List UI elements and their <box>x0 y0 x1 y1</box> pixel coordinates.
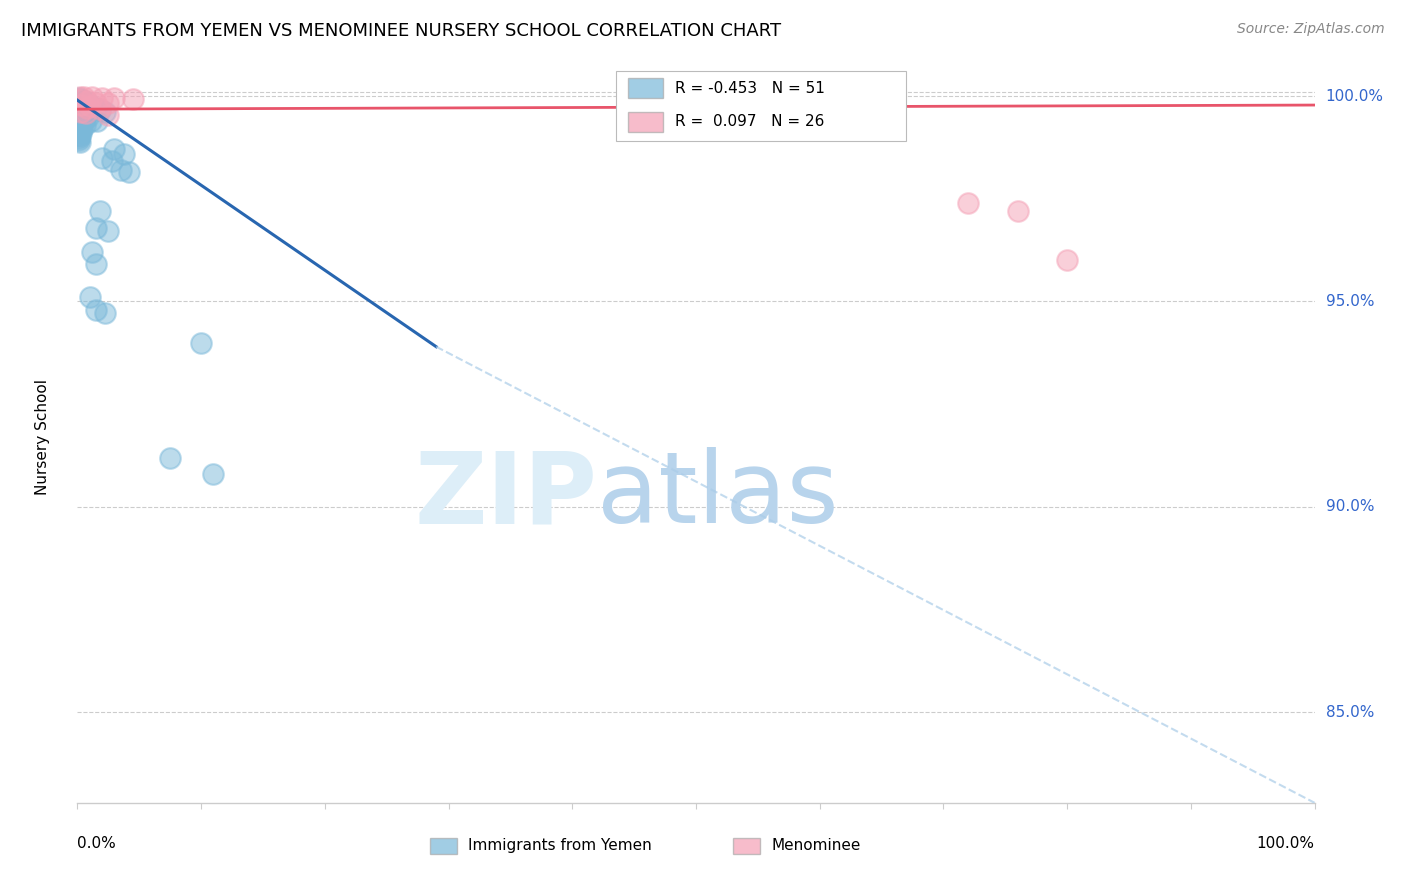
Point <box>112 146 135 161</box>
Point <box>72 101 94 115</box>
Point <box>834 96 856 111</box>
Point <box>75 106 97 120</box>
Point <box>67 120 90 134</box>
Point <box>69 129 91 144</box>
Point <box>70 107 93 121</box>
Point <box>86 114 108 128</box>
Point <box>67 106 90 120</box>
Text: atlas: atlas <box>598 447 838 544</box>
Point <box>84 95 107 110</box>
Point <box>97 108 120 122</box>
FancyBboxPatch shape <box>628 78 662 98</box>
Point <box>67 133 90 147</box>
Point <box>69 112 91 126</box>
Point <box>76 101 98 115</box>
Text: Source: ZipAtlas.com: Source: ZipAtlas.com <box>1237 22 1385 37</box>
Point <box>103 143 125 157</box>
Point <box>101 153 124 168</box>
Point <box>79 99 101 113</box>
Point <box>118 165 141 179</box>
Point <box>67 116 90 130</box>
FancyBboxPatch shape <box>628 112 662 132</box>
Point <box>89 102 111 116</box>
Point <box>70 117 93 131</box>
Point <box>957 195 980 210</box>
Text: ZIP: ZIP <box>415 447 598 544</box>
Text: Immigrants from Yemen: Immigrants from Yemen <box>468 838 652 853</box>
Point <box>808 103 831 118</box>
Point <box>747 101 769 115</box>
Point <box>110 163 132 178</box>
Point <box>69 90 91 104</box>
Point <box>70 126 93 140</box>
Point <box>67 124 90 138</box>
Point <box>72 94 94 108</box>
Text: 0.0%: 0.0% <box>77 836 117 851</box>
Point <box>82 245 104 260</box>
Point <box>69 93 91 107</box>
Point <box>93 306 115 320</box>
Point <box>93 105 115 120</box>
Point <box>67 91 90 105</box>
Point <box>69 97 91 112</box>
Point <box>202 467 225 481</box>
Point <box>72 90 94 104</box>
Point <box>122 92 145 106</box>
Text: Nursery School: Nursery School <box>35 379 51 495</box>
Point <box>70 104 93 119</box>
Point <box>190 335 212 350</box>
Point <box>659 93 682 107</box>
Point <box>84 220 107 235</box>
Point <box>69 125 91 139</box>
Point <box>84 101 107 115</box>
Point <box>91 151 114 165</box>
Text: 100.0%: 100.0% <box>1326 88 1384 103</box>
Point <box>1007 204 1029 219</box>
Point <box>80 113 103 128</box>
Point <box>97 224 120 238</box>
Point <box>69 135 91 149</box>
Point <box>91 90 114 104</box>
Point <box>796 95 818 110</box>
Point <box>72 121 94 136</box>
Text: 85.0%: 85.0% <box>1326 705 1374 720</box>
Text: IMMIGRANTS FROM YEMEN VS MENOMINEE NURSERY SCHOOL CORRELATION CHART: IMMIGRANTS FROM YEMEN VS MENOMINEE NURSE… <box>21 22 782 40</box>
Point <box>159 450 181 465</box>
Point <box>79 290 101 304</box>
FancyBboxPatch shape <box>430 838 457 854</box>
Point <box>84 302 107 317</box>
Point <box>72 112 94 127</box>
Point <box>82 90 104 104</box>
Point <box>710 93 733 107</box>
Text: R = -0.453   N = 51: R = -0.453 N = 51 <box>675 80 825 95</box>
Point <box>77 110 100 124</box>
Point <box>103 91 125 105</box>
Text: 100.0%: 100.0% <box>1257 836 1315 851</box>
Point <box>67 131 90 145</box>
FancyBboxPatch shape <box>733 838 761 854</box>
Text: 90.0%: 90.0% <box>1326 500 1374 515</box>
Point <box>89 204 111 219</box>
Point <box>76 94 98 108</box>
Text: 95.0%: 95.0% <box>1326 294 1374 309</box>
Point <box>70 93 93 107</box>
Point <box>67 128 90 142</box>
Point <box>73 118 96 132</box>
Point <box>73 98 96 112</box>
Text: R =  0.097   N = 26: R = 0.097 N = 26 <box>675 114 824 129</box>
Point <box>75 109 97 123</box>
Point <box>1056 253 1078 268</box>
Point <box>69 121 91 136</box>
Point <box>79 99 101 113</box>
Point <box>76 95 98 110</box>
Text: Menominee: Menominee <box>772 838 860 853</box>
Point <box>70 98 93 112</box>
Point <box>89 103 111 118</box>
Point <box>82 102 104 116</box>
Point <box>97 96 120 111</box>
Point <box>84 258 107 272</box>
FancyBboxPatch shape <box>616 71 907 141</box>
